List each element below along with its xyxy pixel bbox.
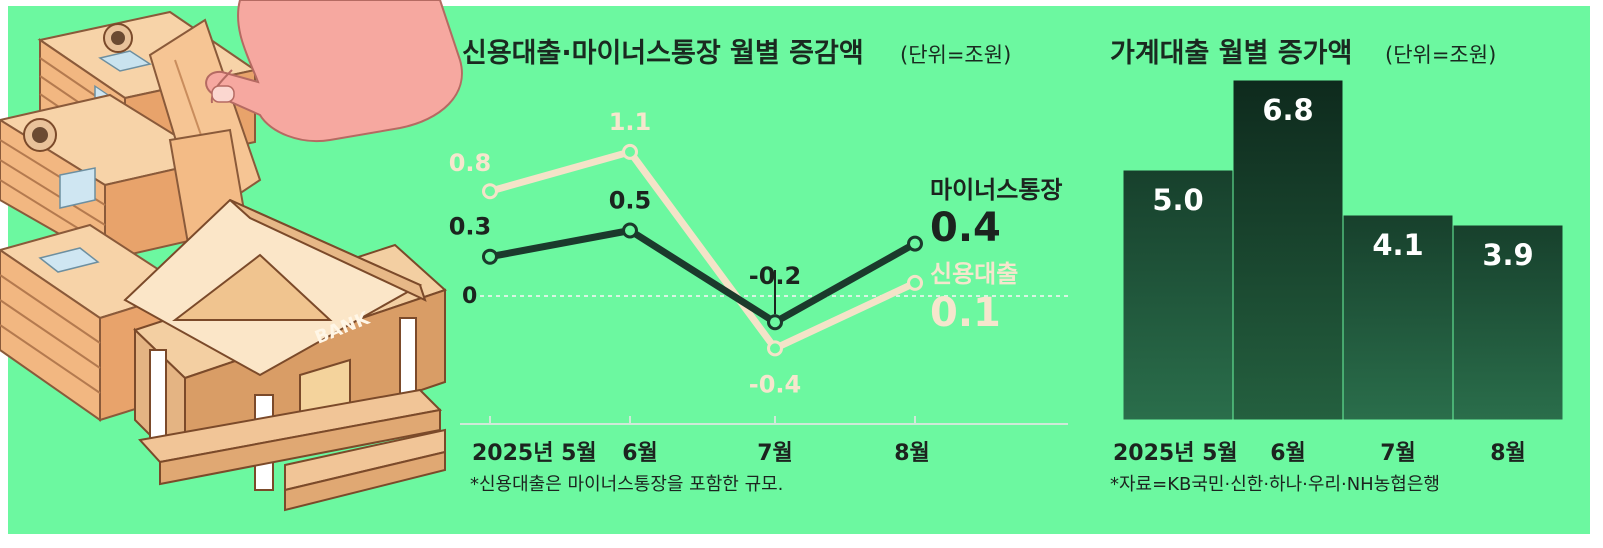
bar-value-label: 6.8 <box>1262 93 1313 127</box>
data-point <box>907 274 923 291</box>
bar-chart-unit: (단위=조원) <box>1385 43 1496 67</box>
money-bank-illustration: BANK <box>0 0 463 512</box>
line-chart: 신용대출·마이너스통장 월별 증감액 (단위=조원) 0 2025년 5월 6월 7… <box>449 38 1068 495</box>
series-end-value: 0.1 <box>930 290 1001 336</box>
bar <box>1122 169 1234 421</box>
bar-chart-x-ticks: 2025년 5월 6월 7월 8월 <box>1113 441 1526 466</box>
bar <box>1452 224 1564 421</box>
bar-chart-note: *자료=KB국민·신한·하나·우리·NH농협은행 <box>1110 474 1440 495</box>
data-label: 0.5 <box>609 187 652 215</box>
bar-chart-title: 가계대출 월별 증가액 <box>1110 38 1352 69</box>
bar-value-label: 3.9 <box>1482 238 1533 272</box>
bar-x-tick-label: 2025년 5월 <box>1113 441 1238 466</box>
series-end-value: 0.4 <box>930 205 1001 251</box>
hand <box>205 0 463 142</box>
data-point <box>622 143 638 160</box>
data-label: 0.3 <box>449 213 492 241</box>
zero-label: 0 <box>462 284 477 309</box>
bar <box>1342 214 1454 421</box>
data-label: -0.4 <box>749 370 801 398</box>
data-point <box>907 235 923 252</box>
bar-chart: 가계대출 월별 증가액 (단위=조원) 5.0 6.8 4.1 3.9 2025년 5… <box>1110 38 1564 495</box>
data-label: 0.8 <box>449 149 492 177</box>
bar-value-label: 5.0 <box>1152 183 1203 217</box>
bar-x-tick-label: 8월 <box>1490 441 1526 466</box>
line-x-tick-label: 8월 <box>894 441 930 466</box>
series-line-overdraft <box>489 226 917 327</box>
line-x-tick-label: 7월 <box>757 441 793 466</box>
series-line-credit-loan <box>489 147 917 353</box>
data-point <box>767 314 783 331</box>
line-chart-note: *신용대출은 마이너스통장을 포함한 규모. <box>470 474 783 495</box>
data-point <box>482 248 498 265</box>
series-name-label: 마이너스통장 <box>930 176 1062 204</box>
bank-building: BANK <box>123 198 447 512</box>
bar-x-tick-label: 7월 <box>1380 441 1416 466</box>
data-label: 1.1 <box>609 108 652 136</box>
line-chart-title: 신용대출·마이너스통장 월별 증감액 <box>462 38 864 69</box>
line-x-tick-label: 2025년 5월 <box>472 441 597 466</box>
data-point <box>482 183 498 200</box>
line-chart-unit: (단위=조원) <box>900 43 1011 67</box>
line-chart-x-ticks: 2025년 5월 6월 7월 8월 <box>472 416 930 466</box>
bar-x-tick-label: 6월 <box>1270 441 1306 466</box>
data-point <box>767 340 783 357</box>
data-point <box>622 222 638 239</box>
series-name-label: 신용대출 <box>930 260 1018 288</box>
bar-chart-bars: 5.0 6.8 4.1 3.9 <box>1122 79 1564 421</box>
line-x-tick-label: 6월 <box>622 441 658 466</box>
bar-value-label: 4.1 <box>1372 228 1423 262</box>
bar <box>1232 79 1344 421</box>
